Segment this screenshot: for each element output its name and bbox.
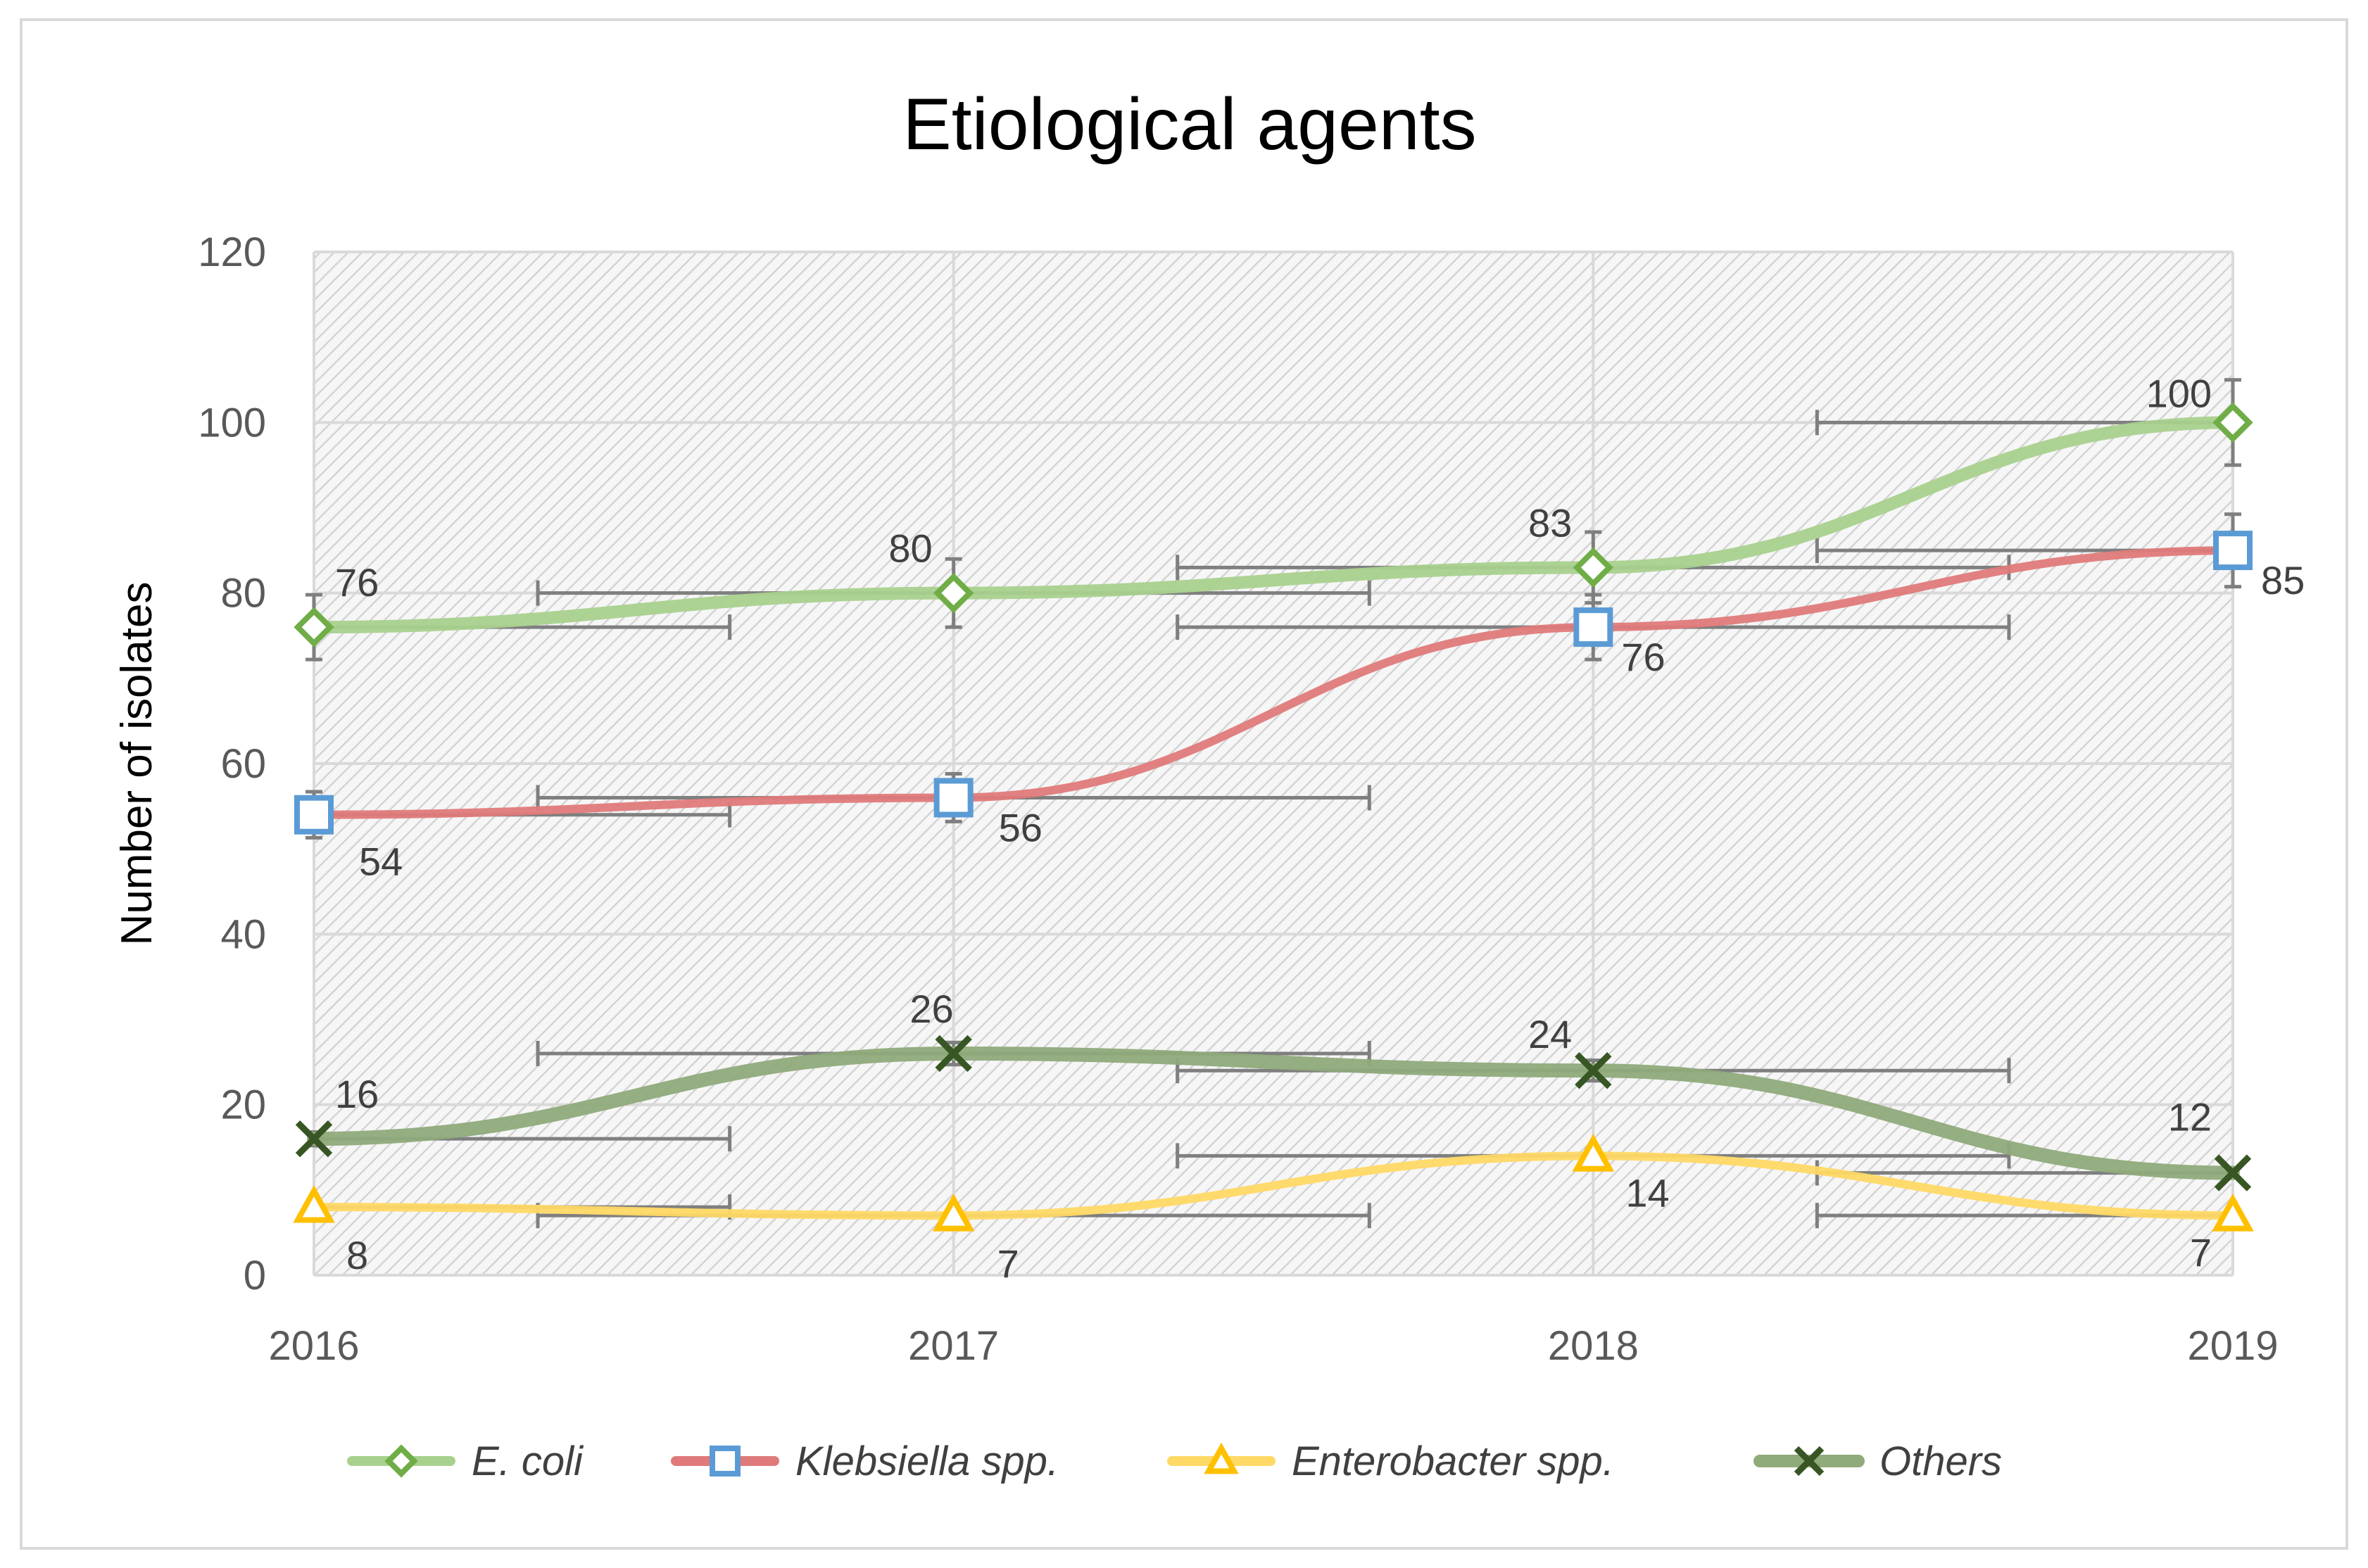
data-label-others: 16 bbox=[335, 1072, 379, 1116]
data-point-klebsiella-spp bbox=[933, 778, 974, 818]
chart-title: Etiological agents bbox=[902, 84, 1476, 165]
data-point-e-coli bbox=[2212, 402, 2253, 443]
series-markers bbox=[293, 402, 2254, 1232]
x-marker-stroke bbox=[1575, 1052, 1612, 1089]
x-tick-label: 2019 bbox=[2187, 1323, 2278, 1369]
data-label-e-coli: 100 bbox=[2146, 371, 2212, 415]
legend-swatch-marker bbox=[384, 1444, 418, 1478]
data-point-e-coli bbox=[933, 573, 974, 614]
legend-item-e-coli: E. coli bbox=[347, 1439, 584, 1484]
data-point-enterobacter-spp bbox=[293, 1184, 335, 1223]
legend-label: Enterobacter spp. bbox=[1292, 1439, 1614, 1484]
legend-label: Klebsiella spp. bbox=[795, 1439, 1059, 1484]
data-label-others: 24 bbox=[1528, 1012, 1572, 1056]
data-label-enterobacter-spp: 14 bbox=[1625, 1170, 1669, 1215]
data-label-e-coli: 76 bbox=[335, 560, 379, 605]
legend-item-enterobacter-spp: Enterobacter spp. bbox=[1167, 1439, 1614, 1484]
x-axis-ticks: 2016 2017 2018 2019 bbox=[268, 1323, 2278, 1369]
data-point-others bbox=[2214, 1154, 2252, 1191]
y-axis-ticks: 0 20 40 60 80 100 120 bbox=[198, 229, 266, 1298]
y-tick-label: 60 bbox=[220, 741, 266, 787]
x-marker-stroke bbox=[1794, 1446, 1825, 1477]
data-point-e-coli bbox=[1573, 547, 1613, 588]
data-point-enterobacter-spp bbox=[932, 1193, 975, 1232]
data-label-enterobacter-spp: 8 bbox=[346, 1233, 368, 1277]
legend-swatch-marker bbox=[1204, 1442, 1239, 1474]
y-tick-label: 120 bbox=[198, 229, 266, 275]
series-line-klebsiella-spp bbox=[310, 546, 2237, 819]
data-point-e-coli bbox=[294, 607, 334, 647]
data-point-others bbox=[295, 1120, 333, 1158]
legend-swatch-marker bbox=[1794, 1446, 1825, 1477]
x-tick-label: 2016 bbox=[268, 1323, 359, 1369]
data-label-enterobacter-spp: 7 bbox=[997, 1241, 1019, 1286]
data-point-enterobacter-spp bbox=[1572, 1134, 1615, 1172]
data-label-klebsiella-spp: 56 bbox=[999, 805, 1043, 849]
legend-label: Others bbox=[1879, 1439, 2002, 1484]
data-labels: 76 80 83 100 54 56 76 85 8 7 14 7 16 26 24 12 bbox=[335, 371, 2305, 1286]
y-tick-label: 20 bbox=[220, 1082, 266, 1128]
data-label-others: 12 bbox=[2168, 1095, 2212, 1139]
legend-swatch-marker bbox=[710, 1446, 741, 1477]
data-point-klebsiella-spp bbox=[1573, 607, 1613, 647]
series-lines bbox=[307, 416, 2240, 1220]
data-point-klebsiella-spp bbox=[2213, 531, 2253, 571]
y-tick-label: 40 bbox=[220, 911, 266, 957]
data-point-enterobacter-spp bbox=[2212, 1193, 2254, 1232]
series-line-others bbox=[307, 1046, 2240, 1180]
data-label-e-coli: 80 bbox=[888, 526, 932, 571]
legend: E. coli Klebsiella spp. Enterobacter spp. O… bbox=[347, 1439, 2002, 1484]
data-label-e-coli: 83 bbox=[1528, 500, 1572, 545]
data-label-enterobacter-spp: 7 bbox=[2190, 1230, 2212, 1275]
x-marker-stroke bbox=[2214, 1154, 2252, 1191]
data-label-klebsiella-spp: 85 bbox=[2261, 558, 2305, 602]
x-marker-stroke bbox=[935, 1035, 972, 1073]
legend-item-klebsiella-spp: Klebsiella spp. bbox=[671, 1439, 1059, 1484]
data-label-klebsiella-spp: 54 bbox=[359, 840, 403, 884]
y-tick-label: 100 bbox=[198, 400, 266, 445]
x-tick-label: 2017 bbox=[908, 1323, 999, 1369]
x-marker-stroke bbox=[295, 1120, 333, 1158]
x-tick-label: 2018 bbox=[1548, 1323, 1639, 1369]
data-point-klebsiella-spp bbox=[294, 795, 334, 835]
legend-item-others: Others bbox=[1753, 1439, 2002, 1484]
data-point-others bbox=[935, 1035, 972, 1073]
series-line-enterobacter-spp bbox=[310, 1151, 2237, 1220]
y-axis-label: Number of isolates bbox=[113, 582, 161, 946]
data-label-others: 26 bbox=[909, 987, 953, 1031]
data-point-others bbox=[1575, 1052, 1612, 1089]
series-line-e-coli bbox=[308, 416, 2239, 634]
legend-label: E. coli bbox=[472, 1439, 584, 1484]
y-tick-label: 80 bbox=[220, 571, 266, 617]
data-label-klebsiella-spp: 76 bbox=[1621, 635, 1665, 679]
y-tick-label: 0 bbox=[244, 1253, 266, 1298]
